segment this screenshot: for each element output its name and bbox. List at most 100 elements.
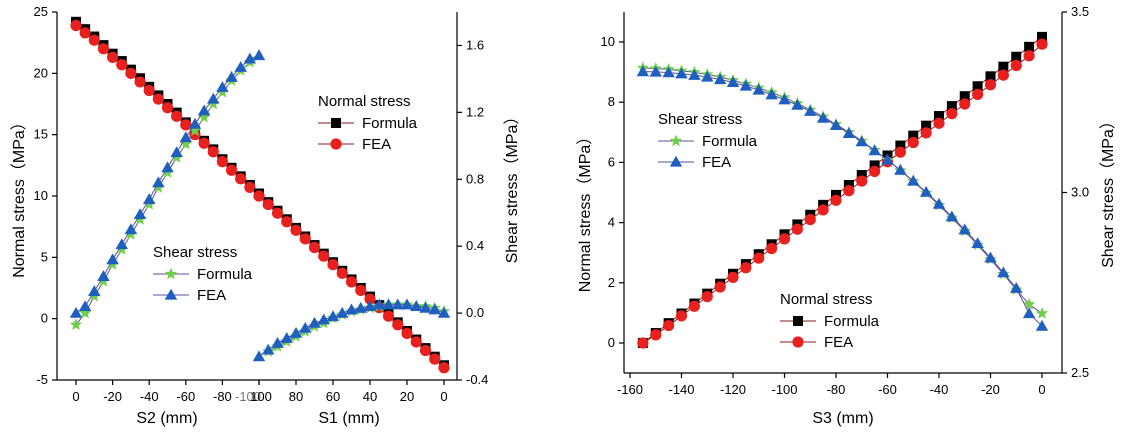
data-point (327, 259, 339, 271)
legend: Normal stress Formula FEA (318, 93, 418, 153)
data-point (816, 111, 830, 123)
legend-item-label: Formula (362, 115, 418, 132)
data-point (179, 131, 192, 143)
x-tick-label-left: -60 (176, 389, 195, 404)
data-point (868, 144, 881, 156)
data-point (984, 79, 997, 91)
legend-item-label: FEA (824, 334, 853, 351)
data-point (740, 262, 752, 274)
data-point (1022, 297, 1036, 310)
data-point (290, 224, 302, 236)
data-point (281, 216, 293, 228)
data-point (688, 68, 701, 80)
data-point (985, 71, 996, 82)
chart-right: 0 2 4 6 8 10 2.5 3.0 3.5 -160 -140 -120 -100 -80 -60 -4… (576, 4, 1117, 427)
y-tick-label-right: 3.0 (1071, 185, 1089, 200)
data-point (856, 170, 867, 181)
data-point (713, 73, 727, 85)
y-tick-label-left: 20 (34, 65, 48, 80)
y-tick-label-right: -0.4 (466, 372, 488, 387)
data-point (663, 319, 675, 332)
x-tick-label-right: 0 (440, 389, 447, 404)
data-point (908, 130, 919, 141)
y-tick-label-left: 10 (34, 188, 48, 203)
data-point (410, 336, 422, 348)
data-point (326, 310, 340, 322)
data-point (894, 146, 906, 158)
y-axis-label-right: Shear stress（MPa） (503, 109, 521, 264)
legend-title: Shear stress (153, 244, 237, 261)
data-point (984, 251, 997, 263)
y-tick-label-left: 15 (34, 127, 48, 142)
data-point (188, 117, 202, 129)
legend-title: Normal stress (780, 291, 873, 308)
data-point (180, 119, 192, 131)
data-point (1023, 50, 1035, 62)
data-point (726, 76, 740, 88)
y-tick-label-left: 6 (608, 154, 615, 169)
x-tick-label-right: 40 (363, 389, 377, 404)
y-tick-label-right: 3.5 (1071, 4, 1089, 19)
y-axis-label-right: Shear stress（MPa） (1099, 113, 1117, 268)
x-tick-label-left: -20 (103, 389, 122, 404)
data-point (946, 101, 957, 112)
data-point (688, 300, 700, 312)
y-tick-label-right: 1.2 (466, 104, 484, 119)
data-point (354, 301, 367, 313)
data-point (419, 344, 432, 357)
data-point (765, 88, 778, 100)
data-point (804, 213, 816, 226)
data-point (235, 173, 247, 185)
y-tick-label-left: 25 (34, 4, 48, 19)
data-point (244, 181, 256, 194)
data-point (932, 197, 946, 209)
data-point (107, 51, 119, 63)
chart-left: -5 0 5 10 15 20 25 -0.4 0.0 0.4 0.8 1.2 1.6 0 -20 -40 -6… (10, 4, 521, 427)
data-point (894, 163, 907, 175)
y-axis-label-left: Normal stress（MPa） (10, 114, 28, 278)
x-tick-label: -100 (771, 382, 797, 397)
data-point (143, 193, 156, 204)
series-line (642, 67, 1043, 314)
legend-marker (331, 118, 341, 128)
series-line (642, 71, 1043, 327)
data-point (133, 208, 147, 220)
x-tick-label: -160 (617, 382, 643, 397)
data-point (997, 69, 1009, 81)
data-point (252, 49, 266, 61)
data-point (400, 298, 414, 310)
legend-marker (669, 155, 683, 167)
data-point (88, 34, 100, 46)
data-point (179, 137, 192, 150)
data-point (636, 65, 650, 77)
data-point (225, 164, 238, 176)
y-tick-label-right: 0.4 (466, 238, 484, 253)
data-point (997, 266, 1010, 278)
data-point (959, 98, 971, 110)
data-point (895, 140, 906, 151)
data-point (280, 331, 293, 343)
data-point (869, 160, 880, 171)
x-tick-label: -20 (981, 382, 1000, 397)
legend-marker (793, 316, 803, 326)
data-point (766, 242, 778, 255)
y-tick-label-left: 0 (41, 311, 48, 326)
data-point (252, 350, 266, 362)
data-point (881, 153, 894, 165)
data-point (70, 19, 82, 32)
legend-item-label: FEA (197, 287, 226, 304)
x-tick-label: -40 (930, 382, 949, 397)
data-point (778, 93, 791, 105)
series-left-3 (69, 49, 266, 318)
y-tick-label-left: -5 (36, 372, 48, 387)
data-point (106, 253, 119, 265)
data-point (934, 111, 944, 122)
legend-item-label: FEA (702, 154, 731, 171)
data-point (1035, 319, 1049, 331)
data-point (363, 300, 377, 312)
x-tick-label: -140 (668, 382, 694, 397)
data-point (843, 185, 855, 197)
x-tick-label-junction: -100 (235, 389, 261, 404)
data-point (253, 190, 265, 202)
